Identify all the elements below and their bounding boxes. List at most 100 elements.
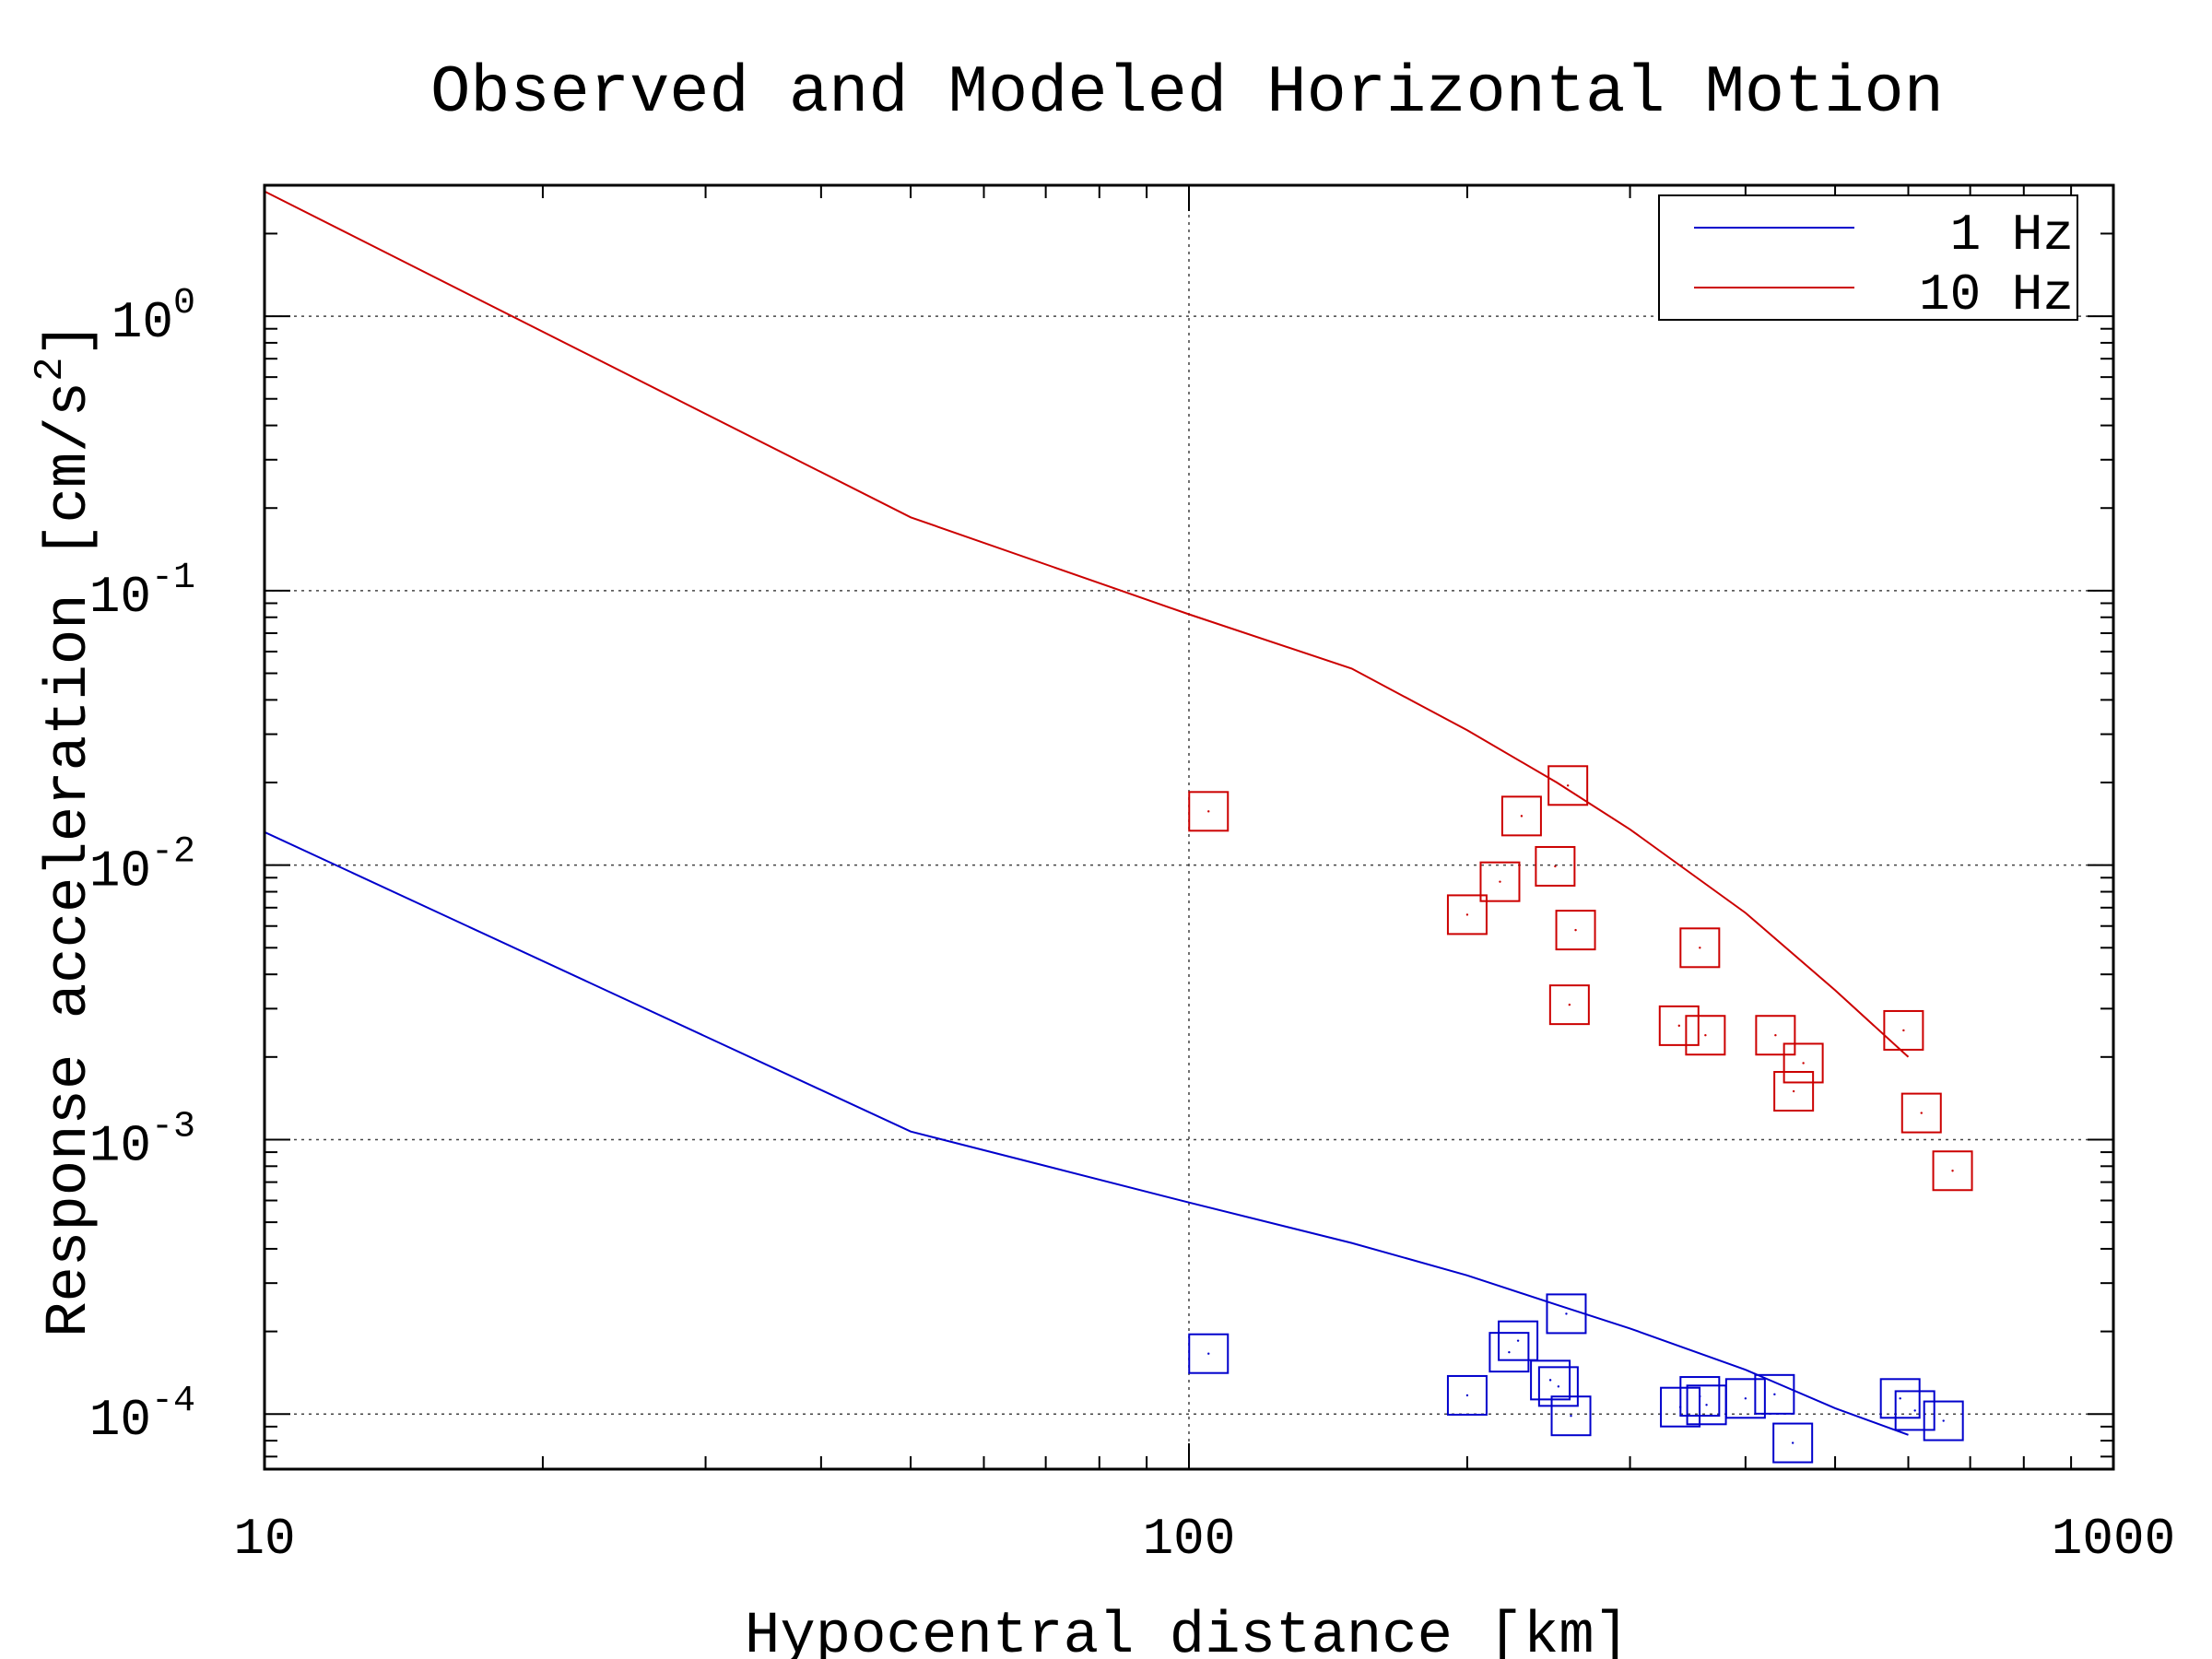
x-tick-label: 10 <box>233 1510 295 1569</box>
data-point-center-10hz <box>1774 1034 1777 1037</box>
data-point-center-10hz <box>1902 1029 1905 1032</box>
data-point-center-10hz <box>1704 1034 1707 1037</box>
chart-title: Observed and Modeled Horizontal Motion <box>430 55 1944 131</box>
data-point-10hz <box>1755 1015 1796 1056</box>
data-point-center-10hz <box>1566 784 1570 787</box>
y-tick-label-base: 10 <box>89 842 151 901</box>
y-tick-label: 10-1 <box>89 558 195 627</box>
y-axis-label-suffix: ] <box>37 322 103 357</box>
model-lines <box>264 190 1910 1436</box>
y-tick-label-base: 10 <box>112 293 173 352</box>
y-tick-label-exponent: -4 <box>151 1381 195 1422</box>
data-point-10hz <box>1479 861 1521 902</box>
y-axis-label-superscript: 2 <box>28 358 74 382</box>
data-point-10hz <box>1783 1042 1824 1084</box>
axis-ticks <box>264 184 2113 1469</box>
x-axis-label: Hypocentral distance [km] <box>745 1604 1630 1659</box>
data-point-center-10hz <box>1920 1112 1923 1114</box>
data-point-center-10hz <box>1802 1062 1805 1065</box>
data-point-10hz <box>1932 1150 1973 1192</box>
data-point-center-10hz <box>1520 815 1524 818</box>
data-point-1hz <box>1679 1376 1721 1418</box>
legend: 1 Hz 10 Hz <box>1658 194 2078 324</box>
data-point-center-1hz <box>1570 1415 1572 1418</box>
y-tick-label: 100 <box>112 283 195 352</box>
data-point-center-1hz <box>1744 1397 1747 1400</box>
data-point-center-10hz <box>1792 1089 1795 1093</box>
data-point-10hz <box>1685 1015 1726 1056</box>
data-point-1hz <box>1488 1332 1530 1373</box>
data-point-center-1hz <box>1899 1397 1901 1400</box>
legend-box <box>1658 194 2078 321</box>
data-point-10hz <box>1883 1009 1924 1051</box>
y-axis-label: Response acceleration [cm/s2] <box>28 322 103 1337</box>
data-point-center-1hz <box>1942 1419 1945 1422</box>
data-point-1hz <box>1923 1400 1964 1441</box>
data-point-center-1hz <box>1705 1404 1708 1406</box>
data-point-10hz <box>1535 845 1576 887</box>
data-point-center-10hz <box>1574 928 1577 932</box>
x-tick-label: 100 <box>1143 1510 1236 1569</box>
data-point-center-1hz <box>1207 1352 1210 1355</box>
y-axis-label-text: Response acceleration [cm/s <box>37 382 103 1337</box>
data-point-center-10hz <box>1465 913 1469 916</box>
data-point-1hz <box>1446 1374 1488 1416</box>
y-tick-label-exponent: -3 <box>151 1106 195 1147</box>
data-point-10hz <box>1555 910 1596 951</box>
data-point-center-1hz <box>1557 1385 1560 1388</box>
data-point-10hz <box>1188 791 1230 832</box>
data-point-10hz <box>1773 1071 1815 1112</box>
data-point-center-1hz <box>1565 1312 1568 1315</box>
data-point-center-1hz <box>1773 1393 1776 1396</box>
data-point-10hz <box>1446 894 1488 935</box>
data-point-1hz <box>1498 1320 1539 1361</box>
data-point-center-10hz <box>1554 865 1557 868</box>
data-point-1hz <box>1772 1422 1814 1464</box>
data-point-center-1hz <box>1791 1441 1794 1444</box>
model-line-1hz <box>264 830 1909 1436</box>
data-point-center-1hz <box>1699 1394 1701 1398</box>
data-point-center-1hz <box>1913 1409 1916 1412</box>
y-tick-label-exponent: -1 <box>151 558 195 599</box>
y-tick-label: 10-2 <box>89 832 195 901</box>
model-line-10hz <box>264 190 1910 1058</box>
data-point-1hz <box>1546 1293 1587 1335</box>
y-tick-label: 10-3 <box>89 1106 195 1175</box>
y-tick-label-exponent: 0 <box>173 283 195 324</box>
data-point-1hz <box>1188 1333 1230 1374</box>
data-point-center-1hz <box>1465 1394 1469 1397</box>
legend-label-10hz: 10 Hz <box>1919 265 2074 324</box>
x-tick-label: 1000 <box>2052 1510 2175 1569</box>
data-point-center-10hz <box>1499 880 1501 883</box>
data-point-10hz <box>1900 1092 1942 1134</box>
observed-points <box>1188 765 1973 1464</box>
data-point-10hz <box>1679 927 1721 969</box>
data-point-10hz <box>1500 795 1542 837</box>
y-tick-label-base: 10 <box>89 1391 151 1450</box>
data-point-center-10hz <box>1699 947 1701 949</box>
y-tick-label-exponent: -2 <box>151 832 195 874</box>
y-tick-label: 10-4 <box>89 1381 195 1450</box>
data-point-10hz <box>1547 765 1589 806</box>
y-tick-label-base: 10 <box>89 568 151 627</box>
data-point-center-10hz <box>1568 1003 1571 1006</box>
data-point-center-1hz <box>1508 1350 1511 1354</box>
data-point-1hz <box>1550 1395 1592 1437</box>
data-point-10hz <box>1548 984 1590 1026</box>
data-point-center-1hz <box>1516 1339 1520 1342</box>
data-point-center-1hz <box>1548 1379 1552 1382</box>
y-tick-label-base: 10 <box>89 1116 151 1175</box>
data-point-1hz <box>1537 1366 1579 1407</box>
data-point-1hz <box>1754 1373 1795 1415</box>
data-point-1hz <box>1724 1378 1766 1419</box>
legend-label-1hz: 1 Hz <box>1950 206 2074 265</box>
data-point-center-10hz <box>1677 1024 1680 1028</box>
data-point-10hz <box>1658 1005 1700 1046</box>
data-point-1hz <box>1879 1378 1921 1419</box>
data-point-center-10hz <box>1207 810 1210 813</box>
data-point-1hz <box>1894 1390 1936 1431</box>
data-point-center-10hz <box>1951 1170 1954 1172</box>
data-point-1hz <box>1530 1359 1571 1401</box>
